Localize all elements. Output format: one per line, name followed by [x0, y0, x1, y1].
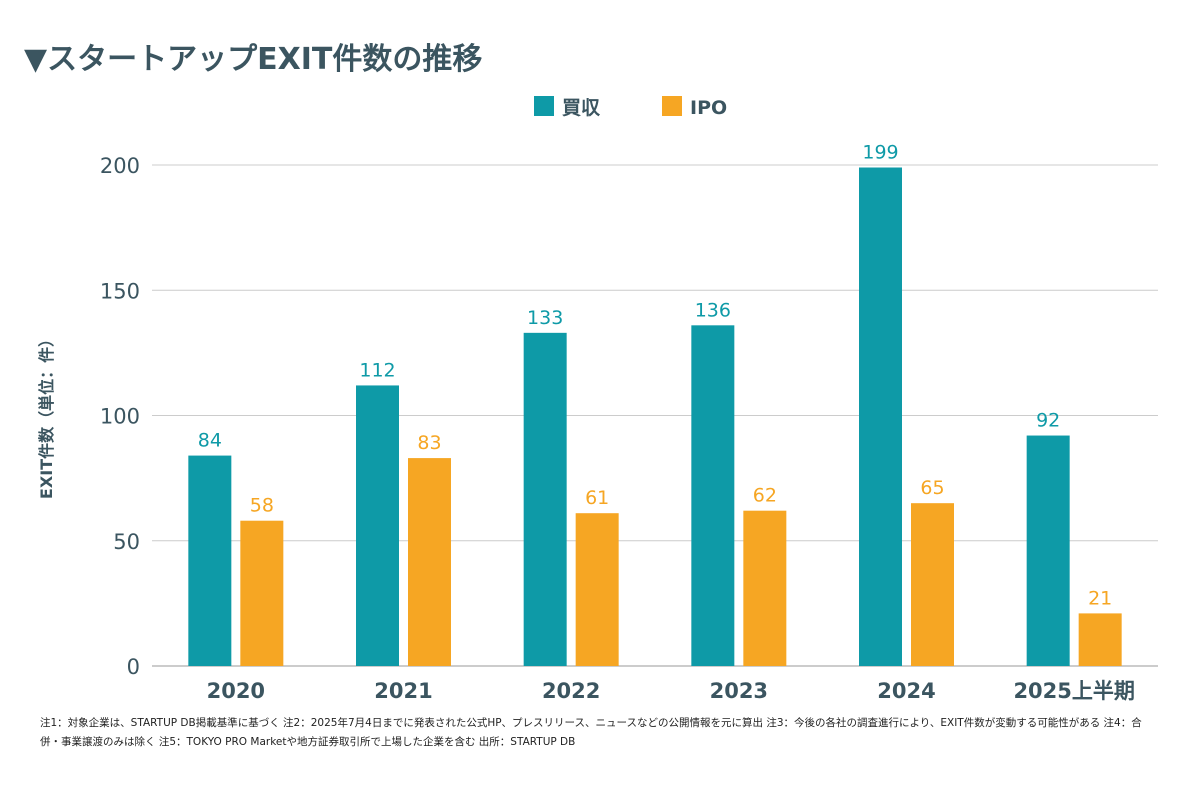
y-tick-label: 150	[100, 279, 140, 303]
y-axis-label: EXIT件数（単位：件）	[37, 331, 56, 499]
x-tick-label: 2020	[207, 679, 265, 703]
y-tick-label: 100	[100, 405, 140, 429]
data-label-acquisition: 133	[527, 307, 563, 329]
x-tick-label: 2021	[374, 679, 432, 703]
data-label-ipo: 62	[753, 485, 777, 507]
y-tick-label: 50	[113, 530, 140, 554]
y-tick-label: 200	[100, 154, 140, 178]
x-tick-label: 2025上半期	[1013, 679, 1134, 703]
bar-chart: 0 50 100 150 200 EXIT件数（単位：件） 84 58 2020 112 83 202…	[37, 96, 1158, 703]
y-tick-label: 0	[127, 655, 140, 679]
data-label-ipo: 83	[417, 432, 441, 454]
data-label-acquisition: 112	[359, 359, 395, 381]
data-label-acquisition: 84	[198, 430, 222, 452]
bar-acquisition	[188, 455, 232, 666]
data-label-acquisition: 199	[862, 142, 898, 164]
x-tick-label: 2024	[877, 679, 935, 703]
data-label-acquisition: 136	[695, 299, 731, 321]
bar-ipo	[743, 510, 787, 666]
bar-ipo	[911, 503, 954, 666]
x-tick-label: 2022	[542, 679, 600, 703]
bar-acquisition	[356, 385, 399, 666]
bar-ipo	[1078, 613, 1122, 666]
data-label-ipo: 61	[585, 487, 609, 509]
legend-label-acquisition: 買収	[562, 97, 601, 119]
bar-ipo	[408, 458, 451, 666]
bar-acquisition	[691, 325, 735, 666]
data-label-ipo: 21	[1088, 587, 1112, 609]
legend-swatch-acquisition	[534, 96, 554, 116]
bar-acquisition	[1026, 435, 1070, 666]
legend-label-ipo: IPO	[690, 97, 727, 119]
x-tick-label: 2023	[710, 679, 768, 703]
chart-title: ▼スタートアップEXIT件数の推移	[24, 42, 483, 77]
bar-acquisition	[859, 167, 902, 666]
footnote: 注1：対象企業は、STARTUP DB掲載基準に基づく 注2：2025年7月4日…	[40, 717, 1142, 748]
data-label-acquisition: 92	[1036, 410, 1060, 432]
data-label-ipo: 65	[920, 477, 944, 499]
bar-acquisition	[523, 332, 567, 666]
legend-swatch-ipo	[662, 96, 682, 116]
data-label-ipo: 58	[250, 495, 274, 517]
bar-ipo	[240, 520, 284, 666]
bar-ipo	[575, 513, 619, 666]
